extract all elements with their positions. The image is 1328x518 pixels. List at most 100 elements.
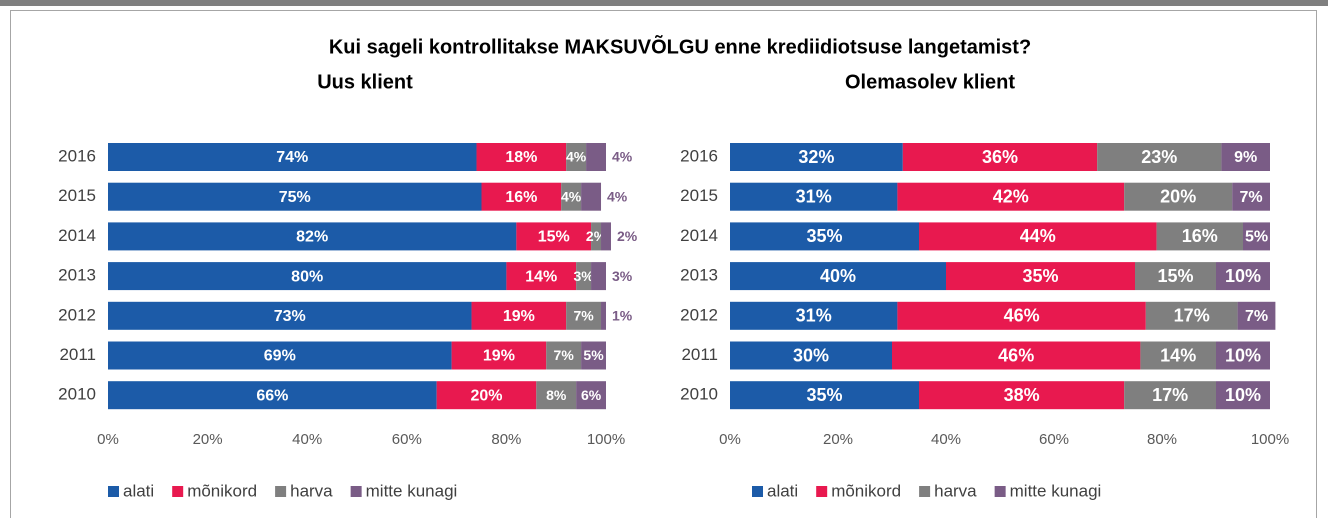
y-tick-label: 2012 [58,305,96,324]
data-label: 7% [573,308,594,324]
data-label: 18% [505,149,537,166]
bar-segment [561,182,582,211]
data-label: 3% [573,268,594,284]
bar-segment [108,182,482,211]
y-tick-label: 2015 [58,186,96,205]
bar-segment [892,341,1141,370]
x-tick-label: 60% [392,431,422,448]
bar-segment [730,262,946,291]
x-tick-label: 20% [193,431,223,448]
bar-segment [536,381,577,410]
y-tick-label: 2013 [680,266,718,285]
legend-label: harva [290,481,333,500]
legend-swatch [752,486,763,497]
bar-segment [1216,341,1270,370]
x-tick-label: 20% [823,431,853,448]
data-label: 10% [1225,266,1261,286]
data-label: 16% [505,189,537,206]
bar-segment [1156,222,1243,251]
bar-segment [108,341,452,370]
y-tick-label: 2014 [680,226,718,245]
bar-segment [576,262,592,291]
data-label: 15% [538,229,570,246]
bar-segment [506,262,577,291]
bar-segment [516,222,592,251]
data-label: 15% [1157,266,1193,286]
bar-segment [730,182,898,211]
bar-segment [546,341,582,370]
data-label: 31% [796,306,832,326]
bar-segment [591,262,606,291]
data-label: 73% [274,308,306,325]
data-label: 82% [296,229,328,246]
legend-label: alati [767,481,798,500]
legend-swatch [108,486,119,497]
bar-segment [476,143,567,171]
bar-segment [471,301,567,330]
data-label: 46% [998,345,1034,365]
x-tick-label: 80% [491,431,521,448]
bar-segment [897,301,1146,330]
bar-segment [1221,143,1270,171]
data-label: 23% [1141,147,1177,167]
data-label: 5% [583,347,604,363]
data-label: 3% [612,268,633,284]
bar-segment [897,182,1125,211]
x-tick-label: 40% [931,431,961,448]
bar-segment [1145,301,1238,330]
bar-segment [581,341,606,370]
data-label: 4% [612,149,633,165]
bar-segment [1124,381,1216,410]
bar-segment [919,381,1125,410]
x-tick-label: 0% [97,431,119,448]
legend-swatch [994,486,1006,497]
data-label: 6% [581,387,602,403]
legend-swatch [172,486,184,497]
bar-segment [576,381,606,410]
bar-segment [1140,341,1216,370]
data-label: 20% [1160,186,1196,206]
bar-segment [1216,262,1270,291]
y-tick-label: 2010 [680,385,718,404]
data-label: 75% [279,189,311,206]
data-label: 7% [1245,308,1268,325]
data-label: 40% [820,266,856,286]
y-tick-label: 2013 [58,266,96,285]
bar-segment [730,341,892,370]
data-label: 7% [554,347,575,363]
data-label: 17% [1152,385,1188,405]
data-label: 20% [470,387,502,404]
data-label: 10% [1225,345,1261,365]
bar-segment [730,301,898,330]
bar-segment [946,262,1135,291]
bar-segment [108,381,437,410]
data-label: 19% [483,348,515,365]
x-tick-label: 100% [587,431,625,448]
bar-segment [902,143,1098,171]
legend-label: mõnikord [187,481,257,500]
chart-title: Kui sageli kontrollitakse MAKSUVÕLGU enn… [329,34,1031,58]
subplot-title: Olemasolev klient [845,71,1015,93]
x-tick-label: 80% [1147,431,1177,448]
bar-segment [601,222,611,251]
data-label: 4% [561,188,582,204]
bar-segment [108,301,472,330]
y-tick-label: 2011 [681,345,718,364]
data-label: 5% [1245,229,1268,246]
x-tick-label: 100% [1251,431,1289,448]
data-label: 38% [1004,385,1040,405]
bar-segment [1232,182,1270,211]
legend-label: mitte kunagi [366,481,458,500]
data-label: 10% [1225,385,1261,405]
legend-label: alati [123,481,154,500]
x-tick-label: 40% [292,431,322,448]
data-label: 31% [796,186,832,206]
bar-segment [919,222,1157,251]
y-tick-label: 2016 [58,146,96,165]
bar-segment [436,381,537,410]
data-label: 35% [1022,266,1058,286]
data-label: 46% [1004,306,1040,326]
legend-swatch [350,486,362,497]
data-label: 17% [1174,306,1210,326]
data-label: 9% [1234,149,1257,166]
